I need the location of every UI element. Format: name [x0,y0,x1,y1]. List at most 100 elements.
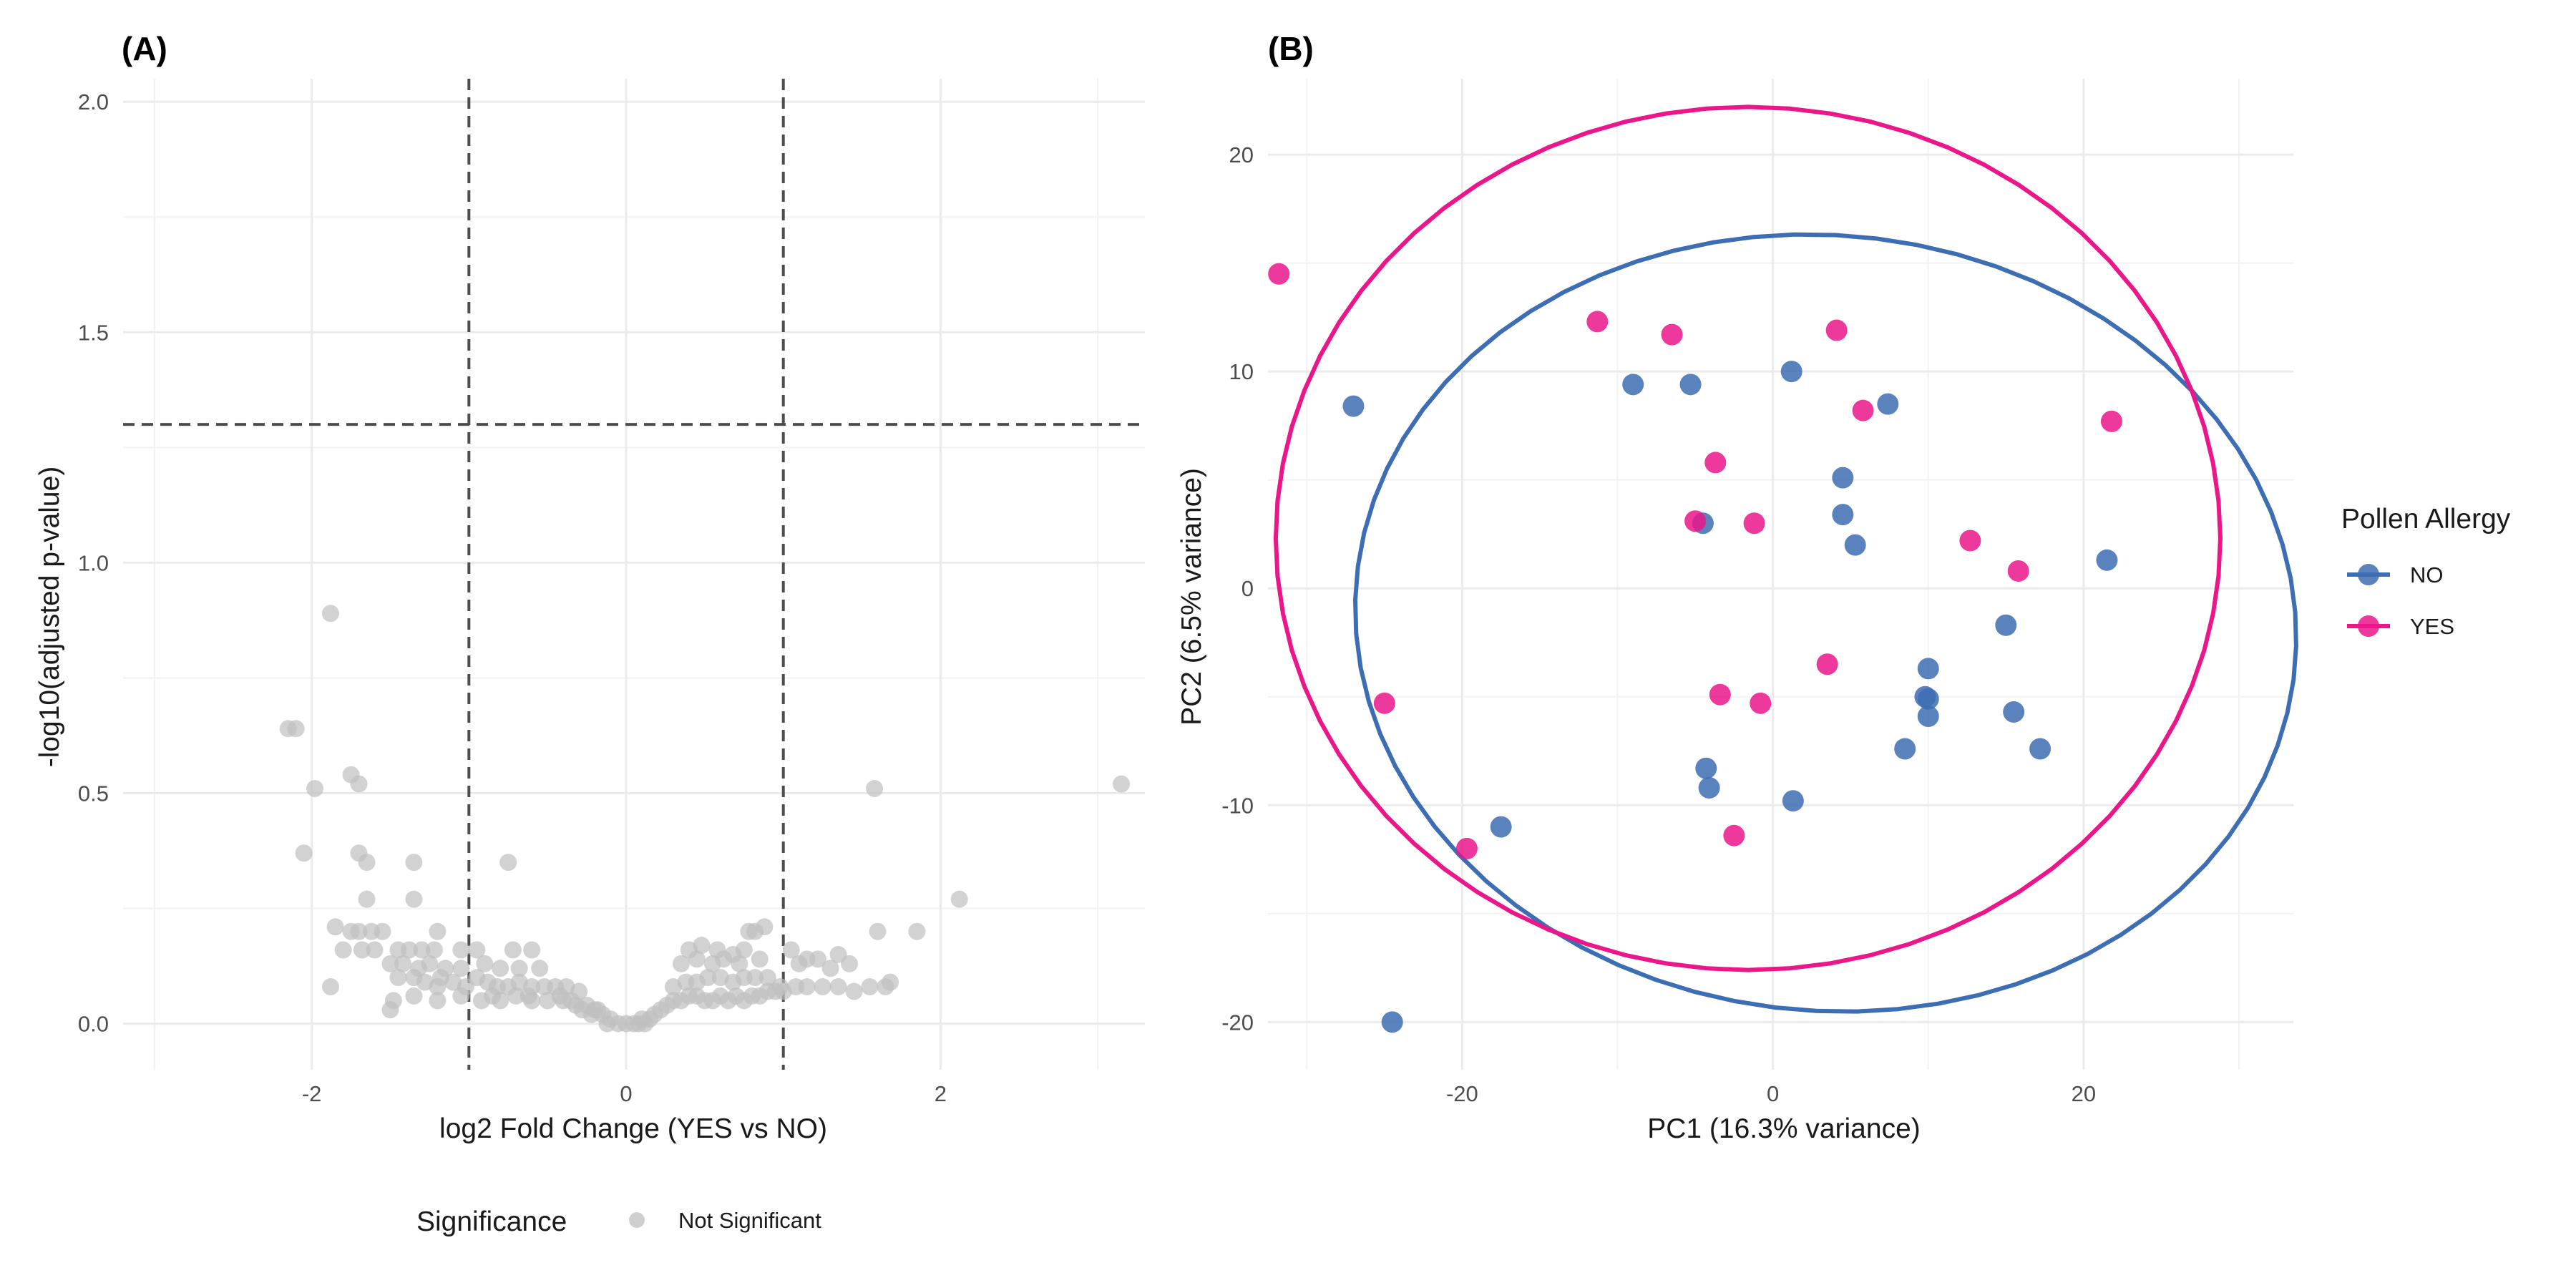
volcano-point [869,922,887,940]
pca-point-no [1695,757,1717,779]
panel-a-gridlines [123,79,1145,1070]
y-tick-label: 2.0 [78,89,109,114]
volcano-point [758,969,776,987]
pca-point-yes [1852,399,1874,421]
pca-point-no [1342,395,1365,417]
volcano-point [751,950,769,968]
pca-point-yes [2100,410,2122,432]
panel-b-ellipses [1273,104,2298,1014]
volcano-point [374,922,391,940]
volcano-point [452,987,470,1005]
panel-a-legend-label: Not Significant [678,1208,821,1233]
pca-point-no [1622,374,1644,396]
volcano-point [452,941,470,959]
panel-b-legend-label-yes: YES [2410,614,2454,639]
x-tick-label: -2 [302,1081,322,1106]
volcano-point [693,937,711,955]
pca-point-yes [1373,692,1395,714]
pca-point-no [1698,777,1720,799]
pca-point-no [1832,504,1854,526]
volcano-point [381,1001,399,1019]
volcano-point [394,955,412,972]
pca-point-yes [1455,837,1478,859]
panel-b-legend-key-yes [2358,615,2379,637]
panel-b-points [1268,263,2122,1033]
confidence-ellipse-yes [1273,104,2223,972]
y-tick-label: 10 [1229,359,1254,384]
pca-point-yes [1723,824,1745,847]
volcano-point [735,941,753,959]
pca-point-yes [1743,512,1765,535]
panel-a-x-tick-labels: -2 0 2 [302,1081,947,1106]
volcano-point [484,987,502,1005]
volcano-point [452,960,470,977]
volcano-point [389,969,407,987]
y-tick-label: 0.5 [78,781,109,806]
pca-point-no [1844,534,1866,556]
x-tick-label: 20 [2072,1081,2096,1106]
pca-point-yes [1825,319,1848,341]
panel-b-label: (B) [1268,30,1314,67]
volcano-point [877,978,894,996]
pca-point-yes [2007,560,2029,582]
pca-point-no [2096,549,2118,571]
volcano-point [504,941,522,959]
panel-b: (B) -20 0 20 -20 -10 0 10 20 PC1 (16.3% varian… [1176,30,2511,1144]
volcano-point [492,960,509,977]
volcano-point [699,969,717,987]
pca-point-no [2003,701,2025,723]
y-tick-label: 1.0 [78,550,109,575]
pca-point-no [1995,614,2017,636]
volcano-point [321,605,339,623]
panel-a-threshold-lines [123,79,1145,1070]
pca-point-no [1917,688,1939,710]
panel-b-y-tick-labels: -20 -10 0 10 20 [1221,142,1254,1035]
pca-point-yes [1586,311,1609,333]
volcano-point [429,992,447,1010]
panel-a-x-axis-label: log2 Fold Change (YES vs NO) [439,1113,827,1144]
volcano-point [358,890,376,908]
panel-a: (A) -2 0 2 0.0 0.5 1.0 1.5 2.0 log2 Fold Chang… [34,30,1145,1237]
volcano-point [866,780,884,798]
pca-point-no [1782,790,1804,812]
pca-point-no [1490,816,1512,838]
x-tick-label: 2 [935,1081,947,1106]
volcano-point [381,955,399,972]
pca-point-yes [1959,530,1981,552]
confidence-ellipse-no [1352,232,2298,1014]
volcano-point [421,955,439,972]
volcano-point [405,987,423,1005]
panel-a-y-tick-labels: 0.0 0.5 1.0 1.5 2.0 [78,89,109,1036]
x-tick-label: 0 [1767,1081,1779,1106]
pca-point-no [2029,738,2051,760]
y-tick-label: 0.0 [78,1012,109,1037]
volcano-point [573,1001,591,1019]
panel-a-label: (A) [122,30,167,67]
pca-point-no [1381,1011,1403,1033]
panel-a-legend-title: Significance [416,1206,567,1237]
volcano-point [672,955,690,972]
volcano-point [306,780,324,798]
pca-point-no [1917,706,1939,728]
volcano-point [405,890,423,908]
pca-point-yes [1268,263,1290,285]
panel-b-legend: Pollen Allergy NO YES [2341,504,2511,639]
volcano-point [366,941,384,959]
pca-point-yes [1704,452,1727,474]
y-tick-label: 20 [1229,142,1254,167]
panel-a-legend-key [629,1212,645,1228]
panel-b-legend-title: Pollen Allergy [2341,504,2511,535]
volcano-point [829,978,847,996]
pca-point-yes [1661,323,1683,346]
x-tick-label: -20 [1446,1081,1478,1106]
volcano-point [429,922,447,940]
volcano-point [519,987,537,1005]
pca-point-yes [1709,683,1731,706]
volcano-point [510,960,528,977]
volcano-point [589,1001,607,1019]
pca-point-yes [1684,510,1707,532]
pca-point-no [1894,738,1916,760]
volcano-point [400,941,418,959]
volcano-point [821,960,839,977]
